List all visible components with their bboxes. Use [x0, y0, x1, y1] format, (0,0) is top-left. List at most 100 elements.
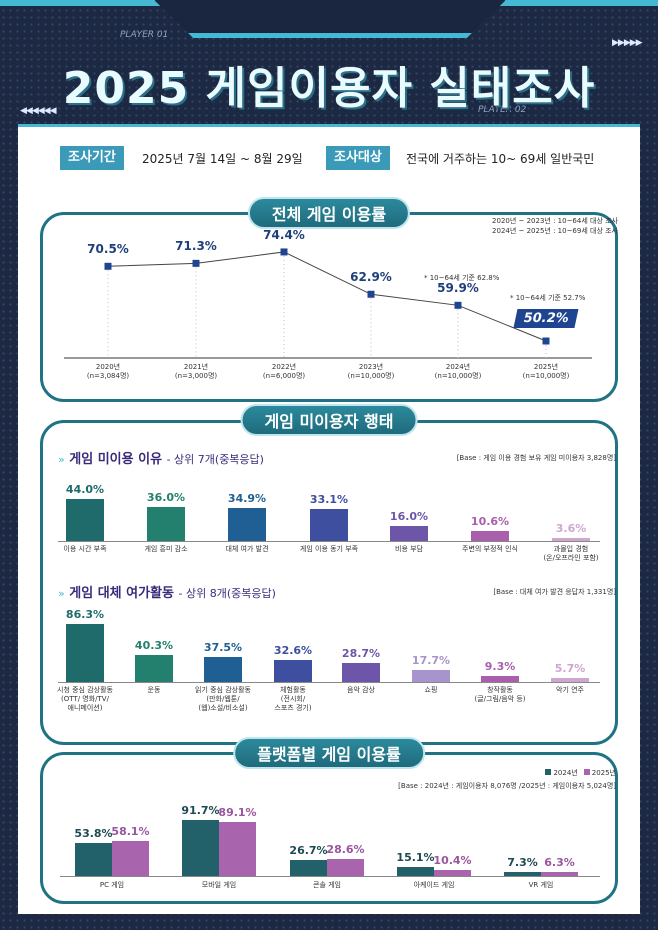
bar-2024년: [290, 859, 327, 876]
x-tick-label: 운동: [147, 686, 161, 694]
bar: [390, 525, 428, 541]
x-tick-label: VR 게임: [528, 881, 554, 889]
value-label: 3.6%: [555, 521, 587, 535]
bar: [66, 624, 104, 682]
period-value: 2025년 7월 14일 ~ 8월 29일: [142, 152, 303, 166]
bar: [342, 662, 380, 682]
series-line: [107, 251, 547, 342]
bar: [471, 530, 509, 541]
x-tick-label: 모바일 게임: [201, 881, 237, 889]
period-tag: 조사기간: [60, 146, 124, 170]
x-tick-label: 창작활동 (글/그림/음악 등): [474, 686, 526, 703]
bar: [228, 507, 266, 541]
legend-swatch-2025: [583, 769, 590, 775]
x-axis: [58, 541, 600, 542]
bar-2025년: [112, 840, 149, 876]
data-point: [104, 262, 112, 270]
x-tick-label: 주변의 부정적 인식: [462, 545, 518, 553]
bar-2024년: [397, 866, 434, 876]
value-label: 71.3%: [175, 239, 217, 254]
x-tick-label: 이용 시간 부족: [63, 545, 107, 553]
x-tick-label: 과몰입 경험 (온/오프라인 포함): [543, 545, 599, 562]
bar: [204, 656, 242, 682]
chart-title-reasons: » 게임 미이용 이유 - 상위 7개(중복응답): [58, 452, 264, 467]
header-frame: [0, 0, 160, 6]
bar-2025년: [434, 869, 471, 876]
note: 2024년 ~ 2025년 : 10~69세 대상 조사: [492, 227, 618, 235]
value-label: 53.8%: [74, 827, 113, 841]
value-label: 34.9%: [227, 491, 267, 505]
bar-2024년: [75, 843, 112, 876]
x-tick-label: 쇼핑: [424, 686, 438, 694]
value-label: 32.6%: [273, 644, 313, 658]
x-tick-label: 2023년 (n=10,000명): [347, 363, 395, 380]
bar: [310, 509, 348, 541]
chart-title-alternatives: » 게임 대체 여가활동 - 상위 8개(중복응답): [58, 586, 276, 601]
target-value: 전국에 거주하는 10~ 69세 일반국민: [406, 152, 595, 166]
value-label: 33.1%: [309, 493, 349, 507]
x-tick-label: 콘솔 게임: [313, 881, 341, 889]
bar: [135, 654, 173, 682]
value-label: 6.3%: [544, 856, 575, 870]
bar: [481, 675, 519, 682]
bar: [412, 670, 450, 682]
value-label: 91.7%: [181, 804, 220, 818]
data-point: [192, 259, 200, 267]
header-frame: [150, 0, 510, 38]
arrow-right-icon: ▶▶▶▶▶: [612, 38, 643, 48]
data-point: [367, 290, 375, 298]
value-label: 10.6%: [470, 514, 510, 528]
bar-2024년: [182, 820, 219, 876]
value-label: 28.6%: [326, 842, 365, 856]
value-label: 28.7%: [341, 646, 381, 660]
value-label: 74.4%: [263, 227, 305, 242]
arrow-left-icon: ◀◀◀◀◀◀: [20, 106, 57, 116]
x-tick-label: 2022년 (n=6,000명): [262, 363, 306, 380]
value-label: 62.9%: [350, 270, 392, 285]
annotation: * 10~64세 기준 52.7%: [510, 294, 586, 302]
value-label: 86.3%: [65, 608, 105, 622]
x-tick-label: 2025년 (n=10,000명): [522, 363, 570, 380]
x-axis: [60, 876, 600, 877]
section-title-nonuser: 게임 미이용자 행태: [240, 404, 418, 436]
legend: 2024년 2025년: [539, 768, 616, 778]
x-tick-label: 2024년 (n=10,000명): [434, 363, 482, 380]
value-label: 44.0%: [65, 482, 105, 496]
base-note: [Base : 2024년 : 게임이용자 8,076명 /2025년 : 게임…: [398, 782, 616, 790]
value-label: 26.7%: [289, 843, 328, 857]
data-point: [454, 301, 462, 309]
value-label: 59.9%: [437, 281, 479, 296]
x-tick-label: 읽기 중심 감상활동 (만화/웹툰/ (웹)소설/비소설): [195, 686, 251, 712]
x-tick-label: 체험활동 (전시회/ 스포츠 경기): [274, 686, 312, 712]
bar: [551, 678, 589, 682]
bar-2025년: [327, 858, 364, 876]
note: 2020년 ~ 2023년 : 10~64세 대상 조사: [492, 217, 618, 225]
x-tick-label: 게임 이용 동기 부족: [299, 545, 359, 553]
value-label: 17.7%: [411, 654, 451, 668]
bar-2025년: [219, 821, 256, 876]
value-label: 15.1%: [396, 850, 435, 864]
value-label: 89.1%: [218, 805, 257, 819]
value-label: 10.4%: [433, 853, 472, 867]
section-title-platform: 플랫폼별 게임 이용률: [233, 737, 425, 769]
x-tick-label: 음악 감상: [347, 686, 375, 694]
chevron-right-icon: »: [58, 453, 65, 466]
x-tick-label: 게임 흥미 감소: [144, 545, 188, 553]
x-tick-label: 2021년 (n=3,000명): [174, 363, 218, 380]
value-label: 9.3%: [484, 659, 516, 673]
page-title: 2025 게임이용자 실태조사: [62, 63, 596, 114]
data-point: [280, 248, 288, 256]
x-tick-label: 아케이드 게임: [413, 881, 455, 889]
player2-label: PLAYER 02: [478, 105, 527, 115]
value-label: 7.3%: [507, 855, 538, 869]
value-label: 36.0%: [146, 490, 186, 504]
x-tick-label: PC 게임: [99, 881, 125, 889]
bar: [147, 506, 185, 541]
value-label: 16.0%: [389, 509, 429, 523]
legend-swatch-2024: [545, 769, 552, 775]
x-tick-label: 2020년 (n=3,084명): [86, 363, 130, 380]
section-title-total: 전체 게임 이용률: [247, 197, 411, 229]
bar-2025년: [541, 872, 578, 876]
value-label: 5.7%: [554, 662, 586, 676]
